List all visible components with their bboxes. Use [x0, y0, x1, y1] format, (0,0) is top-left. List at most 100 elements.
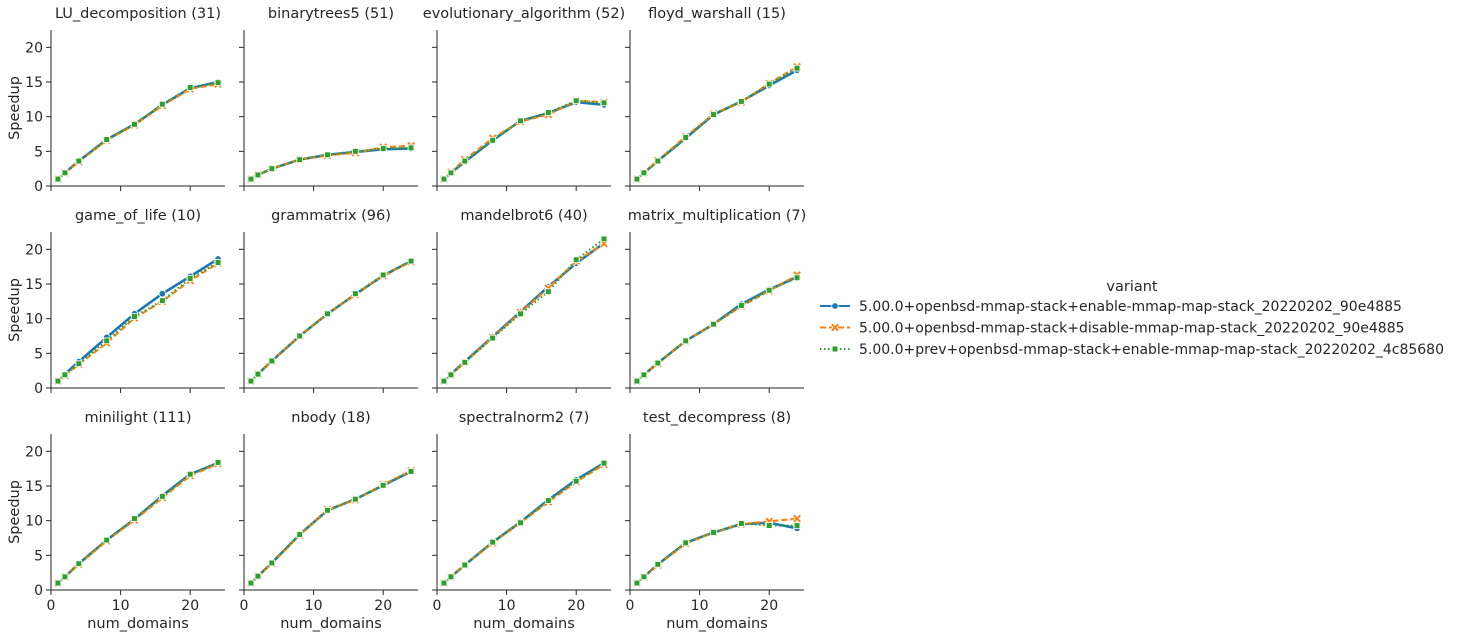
- data-point: [61, 371, 69, 379]
- panel-8: matrix_multiplication (7): [625, 208, 806, 393]
- y-axis-label: Speedup: [7, 480, 23, 544]
- panel-title: game_of_life (10): [75, 208, 201, 224]
- series-2: [246, 257, 416, 386]
- y-tick-label: 5: [34, 144, 43, 160]
- data-point: [324, 151, 331, 159]
- series-1: [247, 257, 415, 385]
- legend-label: 5.00.0+openbsd-mmap-stack+enable-mmap-ma…: [859, 299, 1402, 315]
- x-axis-label: num_domains: [87, 616, 189, 632]
- data-point: [75, 360, 83, 368]
- series-3: [633, 64, 801, 183]
- data-point: [379, 482, 387, 489]
- x-tick-label: 10: [498, 598, 516, 614]
- series-1: [440, 98, 608, 183]
- data-point: [572, 256, 580, 264]
- data-point: [710, 111, 717, 118]
- data-point: [461, 157, 469, 165]
- panel-11: spectralnorm2 (7) 0 10 20 num_domains: [432, 410, 611, 632]
- data-point: [517, 310, 524, 318]
- legend: variant 5.00.0+openbsd-mmap-stack+enable-…: [820, 279, 1444, 358]
- series-line: [443, 100, 605, 181]
- data-point: [600, 235, 608, 243]
- data-point: [633, 377, 641, 385]
- data-point: [447, 371, 455, 379]
- panel-title: nbody (18): [291, 410, 370, 426]
- data-point: [793, 274, 801, 282]
- panel-title: test_decompress (8): [643, 410, 791, 426]
- panel-title: binarytrees5 (51): [268, 6, 394, 22]
- data-point: [247, 377, 255, 385]
- y-tick-label: 20: [25, 242, 43, 258]
- y-tick-label: 20: [25, 444, 43, 460]
- data-point: [324, 506, 331, 514]
- panel-1: LU_decomposition (31) 0 5 10 15 20 Speedup: [7, 6, 225, 195]
- data-point: [572, 477, 580, 485]
- y-tick-label: 15: [25, 479, 43, 495]
- x-tick-label: 0: [240, 598, 249, 614]
- data-point: [254, 171, 262, 179]
- panel-title: spectralnorm2 (7): [459, 410, 589, 426]
- data-point: [633, 579, 641, 587]
- series-2: [53, 459, 223, 588]
- legend-entry-1: 5.00.0+openbsd-mmap-stack+enable-mmap-ma…: [820, 299, 1402, 315]
- data-point: [710, 320, 717, 328]
- data-point: [545, 109, 552, 116]
- series-3: [633, 520, 801, 587]
- data-point: [447, 573, 455, 581]
- data-point: [765, 80, 773, 88]
- series-3: [54, 259, 222, 385]
- series-3: [247, 144, 415, 183]
- data-point: [268, 559, 276, 567]
- series-3: [440, 97, 608, 183]
- series-3: [247, 257, 415, 385]
- data-point: [268, 357, 276, 365]
- data-point: [738, 302, 745, 309]
- panel-4: floyd_warshall (15): [625, 6, 804, 191]
- legend-marker: [831, 345, 839, 353]
- series-1: [247, 467, 415, 587]
- panel-10: nbody (18) 0 10 20 num_domains: [239, 410, 418, 632]
- panel-title: floyd_warshall (15): [648, 6, 786, 22]
- x-tick-label: 20: [374, 598, 392, 614]
- data-point: [517, 117, 524, 125]
- y-axis-label: Speedup: [7, 278, 23, 342]
- panel-5: game_of_life (10) 0 5 10 15 20 Speedup: [7, 208, 225, 397]
- x-tick-label: 20: [181, 598, 199, 614]
- data-point: [61, 573, 69, 581]
- data-point: [407, 468, 415, 475]
- x-tick-label: 0: [47, 598, 56, 614]
- data-point: [131, 120, 138, 128]
- data-point: [572, 97, 580, 105]
- panel-title: grammatrix (96): [271, 208, 391, 224]
- y-tick-label: 15: [25, 277, 43, 293]
- series-1: [633, 66, 801, 183]
- y-tick-label: 5: [34, 548, 43, 564]
- y-tick-label: 15: [25, 75, 43, 91]
- series-3: [633, 274, 801, 385]
- x-axis-label: num_domains: [473, 616, 575, 632]
- data-point: [131, 313, 138, 320]
- panel-6: grammatrix (96): [239, 208, 418, 393]
- data-point: [738, 520, 745, 527]
- data-point: [710, 529, 717, 536]
- data-point: [440, 377, 448, 385]
- data-point: [296, 531, 303, 538]
- data-point: [682, 134, 689, 141]
- data-point: [61, 169, 69, 177]
- data-point: [379, 145, 387, 152]
- data-point: [633, 175, 641, 183]
- panel-2: binarytrees5 (51): [239, 6, 418, 191]
- series-line: [250, 144, 412, 180]
- x-axis-label: num_domains: [666, 616, 768, 632]
- data-point: [103, 337, 110, 345]
- legend-label: 5.00.0+prev+openbsd-mmap-stack+enable-mm…: [859, 342, 1444, 358]
- legend-title: variant: [1106, 279, 1158, 295]
- series-line: [443, 99, 605, 180]
- data-point: [765, 522, 773, 529]
- series-2: [632, 270, 802, 386]
- data-point: [517, 519, 524, 527]
- series-3: [440, 235, 608, 385]
- series-1: [54, 78, 222, 183]
- y-tick-label: 10: [25, 312, 43, 328]
- data-point: [159, 493, 166, 500]
